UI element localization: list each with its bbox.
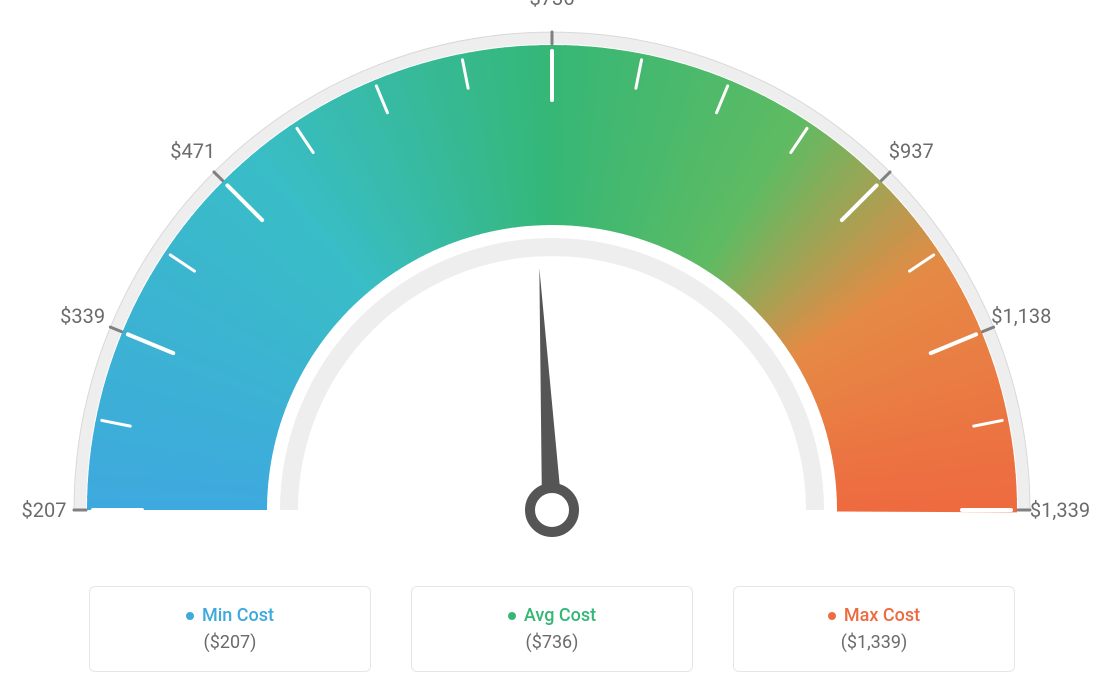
legend-row: Min Cost ($207) Avg Cost ($736) Max Cost… — [0, 586, 1104, 672]
legend-label-max: Max Cost — [828, 605, 920, 626]
legend-label-max-text: Max Cost — [844, 605, 920, 626]
legend-value-avg: ($736) — [526, 632, 579, 653]
legend-value-min: ($207) — [204, 632, 257, 653]
gauge-tick-label: $339 — [60, 304, 105, 328]
legend-label-min-text: Min Cost — [202, 605, 274, 626]
dot-icon — [508, 612, 516, 620]
gauge-tick-label: $1,138 — [991, 304, 1051, 328]
gauge-tick-label: $471 — [170, 139, 215, 163]
legend-label-avg-text: Avg Cost — [524, 605, 596, 626]
legend-value-max: ($1,339) — [841, 632, 908, 653]
legend-card-min: Min Cost ($207) — [89, 586, 371, 672]
dot-icon — [828, 612, 836, 620]
gauge-chart: $207 $339 $471 $736 $937 $1,138 $1,339 — [0, 0, 1104, 560]
gauge-tick-label: $937 — [889, 139, 934, 163]
legend-card-max: Max Cost ($1,339) — [733, 586, 1015, 672]
gauge-tick-label: $207 — [22, 498, 67, 522]
cost-gauge-widget: $207 $339 $471 $736 $937 $1,138 $1,339 Min Cos… — [0, 0, 1104, 690]
legend-label-min: Min Cost — [186, 605, 274, 626]
dot-icon — [186, 612, 194, 620]
legend-label-avg: Avg Cost — [508, 605, 596, 626]
gauge-tick-label: $1,339 — [1030, 498, 1090, 522]
gauge-tick-label: $736 — [530, 0, 575, 10]
legend-card-avg: Avg Cost ($736) — [411, 586, 693, 672]
